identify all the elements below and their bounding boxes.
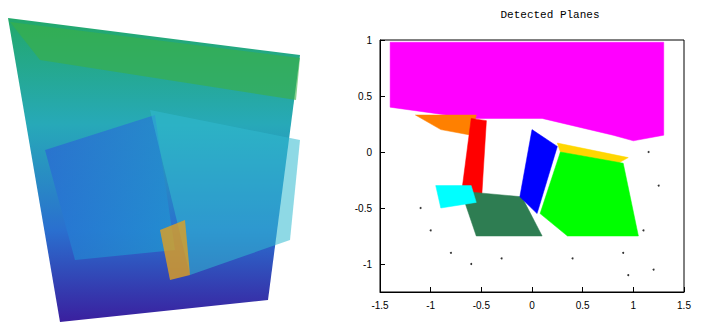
svg-text:-1.5: -1.5 — [371, 300, 389, 311]
svg-text:-1: -1 — [426, 300, 435, 311]
svg-text:-0.5: -0.5 — [473, 300, 491, 311]
svg-text:0.5: 0.5 — [576, 300, 590, 311]
svg-text:0: 0 — [366, 147, 372, 158]
svg-text:1: 1 — [366, 35, 372, 46]
svg-text:Detected Planes: Detected Planes — [500, 9, 599, 21]
svg-text:1: 1 — [631, 300, 637, 311]
svg-text:0: 0 — [529, 300, 535, 311]
svg-text:0.5: 0.5 — [358, 91, 372, 102]
svg-text:-1: -1 — [363, 259, 372, 270]
svg-text:1.5: 1.5 — [677, 300, 691, 311]
svg-text:-0.5: -0.5 — [355, 203, 373, 214]
